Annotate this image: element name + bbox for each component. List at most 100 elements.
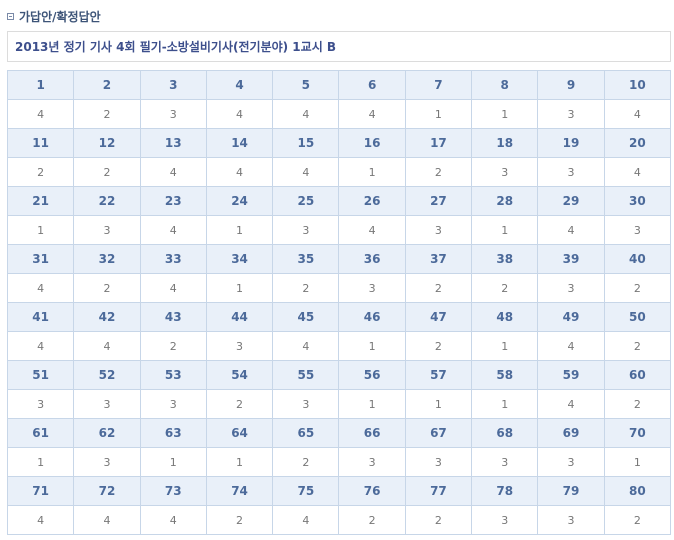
answer-cell: 3 [471, 157, 539, 187]
answer-cell: 2 [603, 273, 672, 303]
answer-cell: 4 [6, 99, 75, 129]
section-header: 가답안/확정답안 [7, 7, 101, 25]
question-number-cell: 63 [139, 418, 207, 448]
question-number-cell: 29 [537, 186, 605, 216]
answer-cell: 4 [139, 505, 207, 535]
answer-cell: 3 [73, 389, 141, 419]
question-number-cell: 20 [603, 128, 672, 158]
question-number-cell: 11 [6, 128, 75, 158]
question-number-row: 71 72 73 74 75 76 77 78 79 80 [6, 476, 672, 506]
answer-cell: 2 [272, 447, 340, 477]
answer-cell: 4 [205, 99, 274, 129]
question-number-row: 61 62 63 64 65 66 67 68 69 70 [6, 418, 672, 448]
answer-cell: 3 [537, 505, 605, 535]
question-number-row: 1 2 3 4 5 6 7 8 9 10 [6, 70, 672, 100]
question-number-cell: 48 [471, 302, 539, 332]
answer-cell: 1 [603, 447, 672, 477]
answer-cell: 3 [205, 331, 274, 361]
question-number-cell: 9 [537, 70, 605, 100]
question-number-cell: 6 [338, 70, 406, 100]
question-number-cell: 40 [603, 244, 672, 274]
question-number-cell: 14 [205, 128, 274, 158]
question-number-cell: 69 [537, 418, 605, 448]
answer-cell: 4 [139, 157, 207, 187]
question-number-row: 41 42 43 44 45 46 47 48 49 50 [6, 302, 672, 332]
answer-cell: 2 [73, 157, 141, 187]
answer-cell: 1 [404, 99, 473, 129]
square-bullet-icon [7, 12, 14, 20]
answer-cell: 2 [73, 273, 141, 303]
answer-cell: 2 [603, 331, 672, 361]
answer-cell: 1 [6, 447, 75, 477]
answer-cell: 2 [338, 505, 406, 535]
question-number-cell: 36 [338, 244, 406, 274]
answer-cell: 2 [603, 389, 672, 419]
answer-cell: 4 [139, 215, 207, 245]
question-number-cell: 27 [404, 186, 473, 216]
answer-cell: 2 [205, 389, 274, 419]
question-number-cell: 76 [338, 476, 406, 506]
answer-cell: 4 [73, 505, 141, 535]
answer-cell: 4 [338, 99, 406, 129]
question-number-cell: 31 [6, 244, 75, 274]
answer-cell: 4 [6, 273, 75, 303]
question-number-cell: 55 [272, 360, 340, 390]
answer-cell: 3 [338, 447, 406, 477]
question-number-cell: 25 [272, 186, 340, 216]
answer-table: 1 2 3 4 5 6 7 8 9 10 4 2 3 4 4 4 1 1 3 4 11 12 13 14 15 16 17 18 19 2… [6, 70, 672, 535]
question-number-cell: 56 [338, 360, 406, 390]
question-number-cell: 64 [205, 418, 274, 448]
question-number-cell: 16 [338, 128, 406, 158]
exam-title: 2013년 정기 기사 4회 필기-소방설비기사(전기분야) 1교시 B [15, 40, 337, 54]
answer-cell: 4 [603, 99, 672, 129]
question-number-cell: 59 [537, 360, 605, 390]
answer-cell: 4 [272, 157, 340, 187]
question-number-cell: 75 [272, 476, 340, 506]
answer-cell: 2 [404, 505, 473, 535]
question-number-row: 51 52 53 54 55 56 57 58 59 60 [6, 360, 672, 390]
answer-cell: 3 [537, 447, 605, 477]
answer-cell: 2 [404, 157, 473, 187]
answer-cell: 3 [272, 389, 340, 419]
question-number-cell: 41 [6, 302, 75, 332]
question-number-cell: 80 [603, 476, 672, 506]
question-number-cell: 38 [471, 244, 539, 274]
answer-cell: 3 [537, 273, 605, 303]
question-number-cell: 79 [537, 476, 605, 506]
question-number-row: 31 32 33 34 35 36 37 38 39 40 [6, 244, 672, 274]
question-number-cell: 70 [603, 418, 672, 448]
question-number-cell: 61 [6, 418, 75, 448]
answer-cell: 1 [404, 389, 473, 419]
answer-cell: 2 [205, 505, 274, 535]
question-number-cell: 39 [537, 244, 605, 274]
question-number-cell: 65 [272, 418, 340, 448]
question-number-cell: 19 [537, 128, 605, 158]
question-number-cell: 71 [6, 476, 75, 506]
answer-cell: 4 [6, 331, 75, 361]
question-number-cell: 74 [205, 476, 274, 506]
answer-cell: 3 [471, 505, 539, 535]
question-number-cell: 21 [6, 186, 75, 216]
question-number-cell: 50 [603, 302, 672, 332]
question-number-cell: 33 [139, 244, 207, 274]
question-number-cell: 58 [471, 360, 539, 390]
answer-cell: 1 [6, 215, 75, 245]
question-number-cell: 42 [73, 302, 141, 332]
answer-cell: 1 [471, 99, 539, 129]
answer-cell: 1 [471, 215, 539, 245]
question-number-cell: 44 [205, 302, 274, 332]
question-number-cell: 15 [272, 128, 340, 158]
question-number-cell: 67 [404, 418, 473, 448]
question-number-cell: 62 [73, 418, 141, 448]
question-number-cell: 32 [73, 244, 141, 274]
question-number-cell: 10 [603, 70, 672, 100]
answer-cell: 3 [404, 215, 473, 245]
answer-cell: 3 [139, 389, 207, 419]
answer-cell: 4 [338, 215, 406, 245]
answer-cell: 2 [471, 273, 539, 303]
